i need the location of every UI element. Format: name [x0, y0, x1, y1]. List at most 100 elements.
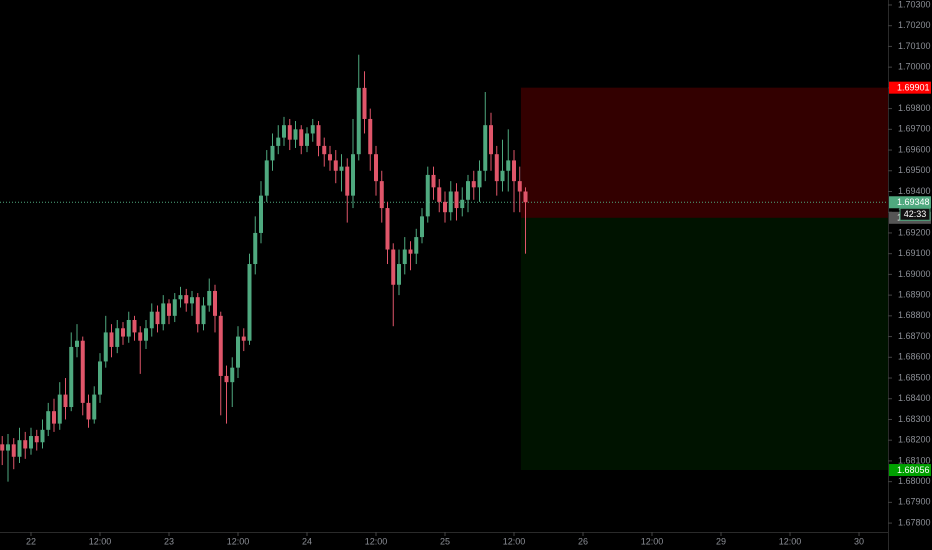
candle-body	[161, 303, 166, 325]
candle-body	[184, 295, 189, 304]
x-tick-label: 29	[716, 536, 726, 546]
y-tick-label: 1.68600	[898, 352, 931, 362]
candle-body	[322, 145, 327, 155]
candle-body	[310, 125, 315, 134]
x-tick-label: 12:00	[641, 536, 664, 546]
candle-body	[34, 436, 39, 443]
candle-body	[299, 129, 304, 146]
candle-body	[0, 444, 5, 451]
candle-body	[230, 367, 235, 383]
price-label: 1.69348	[897, 197, 930, 207]
y-tick-label: 1.68300	[898, 414, 931, 424]
candle-body	[351, 154, 356, 196]
candle-body	[287, 125, 292, 140]
x-tick-label: 24	[302, 536, 312, 546]
price-label-box	[889, 464, 931, 477]
candle-body	[368, 118, 373, 155]
candle-body	[374, 154, 379, 182]
candle-body	[23, 440, 28, 449]
price-label-box	[889, 81, 931, 94]
y-tick-label: 1.69600	[898, 144, 931, 154]
candle-body	[241, 336, 246, 341]
candle-body	[420, 216, 425, 238]
x-tick-label: 22	[26, 536, 36, 546]
candle-body	[316, 125, 321, 146]
candle-body	[523, 191, 528, 203]
candle-body	[379, 181, 384, 209]
candle-body	[109, 332, 114, 347]
x-tick-label: 30	[854, 536, 864, 546]
candle-body	[5, 444, 10, 451]
y-tick-label: 1.67900	[898, 497, 931, 507]
candle-body	[92, 394, 97, 420]
candle-body	[155, 311, 160, 325]
candle-body	[293, 129, 298, 140]
candle-body	[483, 125, 488, 171]
x-tick-label: 12:00	[227, 536, 250, 546]
candle-body	[264, 160, 269, 196]
price-label: 1.69901	[897, 83, 930, 93]
candle-body	[385, 208, 390, 250]
candle-body	[138, 332, 143, 341]
candle-body	[356, 87, 361, 155]
candle-body	[80, 340, 85, 403]
y-tick-label: 1.69100	[898, 248, 931, 258]
candle-body	[17, 440, 22, 457]
candle-body	[362, 87, 367, 119]
y-tick-label: 1.69700	[898, 124, 931, 134]
candle-body	[466, 181, 471, 200]
candle-body	[494, 154, 499, 182]
candle-body	[471, 181, 476, 188]
y-tick-label: 1.68400	[898, 393, 931, 403]
candle-body	[477, 170, 482, 188]
candle-body	[460, 199, 465, 209]
x-tick-label: 12:00	[779, 536, 802, 546]
candle-body	[207, 290, 212, 306]
candle-body	[143, 328, 148, 341]
candle-body	[408, 249, 413, 254]
candle-body	[414, 237, 419, 254]
price-label: 1.68056	[897, 465, 930, 475]
y-tick-label: 1.70300	[898, 0, 931, 9]
candle-body	[218, 315, 223, 376]
y-tick-label: 1.69500	[898, 165, 931, 175]
y-tick-label: 1.70000	[898, 62, 931, 72]
candle-body	[115, 328, 120, 347]
y-tick-label: 1.68900	[898, 289, 931, 299]
candle-body	[195, 297, 200, 325]
candle-body	[69, 346, 74, 408]
candle-body	[86, 402, 91, 420]
candle-body	[51, 411, 56, 424]
candle-body	[253, 232, 258, 265]
candle-body	[500, 170, 505, 182]
candle-body	[132, 319, 137, 333]
candle-body	[448, 191, 453, 213]
y-tick-label: 1.68100	[898, 455, 931, 465]
candle-body	[149, 311, 154, 329]
y-tick-label: 1.69200	[898, 227, 931, 237]
y-tick-label: 1.68200	[898, 435, 931, 445]
candle-body	[235, 336, 240, 368]
candle-body	[28, 436, 33, 449]
candle-body	[512, 160, 517, 182]
y-tick-label: 1.70100	[898, 41, 931, 51]
candle-body	[259, 195, 264, 233]
candle-body	[443, 201, 448, 213]
candle-body	[305, 133, 310, 146]
x-tick-label: 25	[440, 536, 450, 546]
candle-body	[276, 137, 281, 146]
price-label-box	[889, 196, 931, 209]
target-zone	[520, 217, 888, 471]
candle-body	[345, 166, 350, 196]
y-tick-label: 1.68800	[898, 310, 931, 320]
y-tick-label: 1.68500	[898, 372, 931, 382]
x-tick-label: 12:00	[89, 536, 112, 546]
x-tick-label: 12:00	[503, 536, 526, 546]
candle-body	[333, 160, 338, 171]
candle-body	[391, 249, 396, 285]
stop-zone	[520, 87, 888, 218]
y-tick-label: 1.69800	[898, 103, 931, 113]
